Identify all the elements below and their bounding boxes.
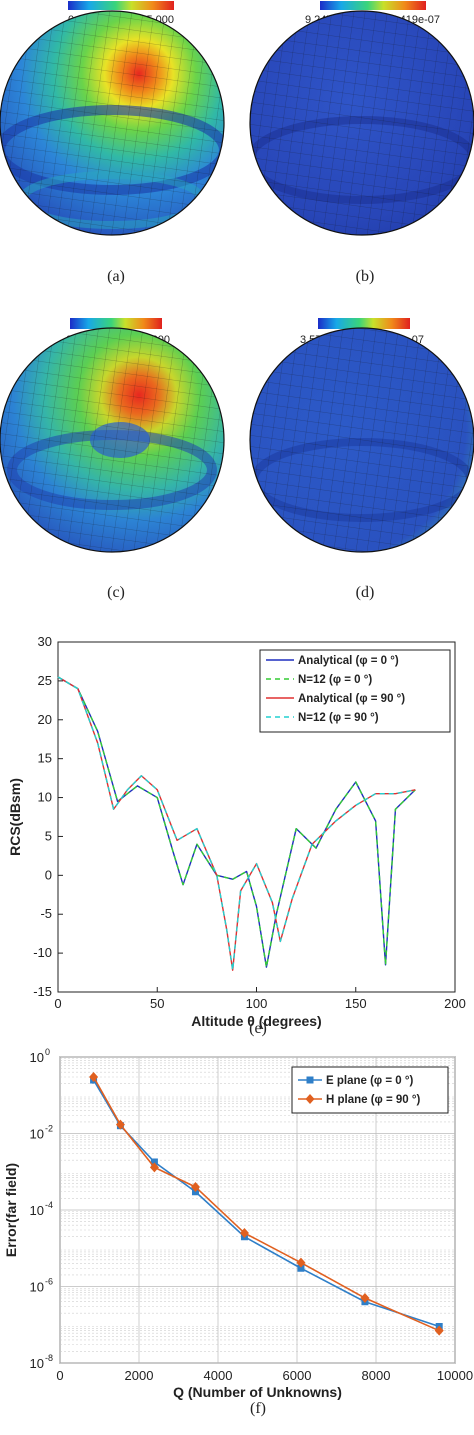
- sphere-a: [0, 10, 225, 236]
- y-axis-label: RCS(dBsm): [7, 778, 23, 856]
- y-tick-label: -10: [33, 945, 52, 960]
- data-point: [89, 1072, 99, 1083]
- x-tick-label: 200: [444, 996, 466, 1011]
- y-tick-label: 15: [38, 751, 52, 766]
- caption-b: (b): [355, 268, 375, 285]
- legend-marker: [306, 1076, 314, 1084]
- series-line: [92, 1076, 440, 1332]
- y-tick-label: 10: [30, 1356, 44, 1371]
- legend-label: N=12 (φ = 90 °): [298, 712, 379, 724]
- series-line: [57, 676, 416, 968]
- legend: [291, 1066, 449, 1114]
- y-tick-label: 10: [30, 1203, 44, 1218]
- caption-a: (a): [107, 268, 125, 285]
- y-tick-exponent: -2: [45, 1124, 53, 1134]
- legend: [259, 649, 451, 733]
- x-tick-label: 0: [54, 996, 61, 1011]
- data-point: [115, 1119, 125, 1130]
- colorbar-d: [318, 318, 410, 329]
- x-tick-label: 2000: [125, 1368, 154, 1383]
- caption-d: (d): [355, 584, 375, 601]
- sphere-figure: 0.000 5.000 9.247e-09 7.419e-07 0.000 3.…: [0, 1, 474, 553]
- y-tick-label: 25: [38, 673, 52, 688]
- data-point: [297, 1264, 305, 1272]
- x-axis-label: Q (Number of Unknowns): [173, 1384, 342, 1400]
- y-tick-exponent: -4: [45, 1200, 53, 1210]
- series-line: [57, 676, 416, 971]
- y-tick-label: 10: [30, 1127, 44, 1142]
- x-tick-label: 10000: [437, 1368, 473, 1383]
- caption-c: (c): [107, 584, 125, 601]
- y-tick-label: 30: [38, 634, 52, 649]
- x-tick-label: 150: [345, 996, 367, 1011]
- y-tick-exponent: -8: [45, 1353, 53, 1363]
- colorbar-b: [320, 1, 426, 10]
- y-tick-label: 10: [30, 1050, 44, 1065]
- x-tick-label: 100: [246, 996, 268, 1011]
- legend-marker: [305, 1094, 315, 1104]
- x-tick-label: 8000: [362, 1368, 391, 1383]
- legend-label: E plane (φ = 0 °): [326, 1075, 413, 1087]
- sphere-d: [249, 327, 474, 553]
- y-tick-label: -5: [40, 906, 52, 921]
- data-point: [360, 1293, 370, 1304]
- caption-f: (f): [250, 1400, 266, 1417]
- x-tick-label: 4000: [204, 1368, 233, 1383]
- y-tick-label: 5: [45, 828, 52, 843]
- x-tick-label: 0: [56, 1368, 63, 1383]
- sphere-c: [0, 327, 225, 553]
- y-tick-label: -15: [33, 984, 52, 999]
- y-tick-exponent: 0: [45, 1047, 50, 1057]
- data-point: [150, 1158, 158, 1166]
- colorbar-c: [70, 318, 162, 329]
- x-tick-label: 50: [150, 996, 164, 1011]
- caption-e: (e): [249, 1020, 267, 1037]
- rcs-chart: 0 50 100 150 200 -15 -10 -5 0 5 10 15 20 25 30 Altitude…: [7, 634, 466, 1029]
- legend-label: H plane (φ = 90 °): [326, 1094, 420, 1106]
- y-tick-label: 0: [45, 867, 52, 882]
- y-axis-label: Error(far field): [3, 1163, 19, 1257]
- legend-label: Analytical (φ = 90 °): [298, 693, 405, 705]
- y-tick-label: 10: [30, 1280, 44, 1295]
- y-tick-label: 20: [38, 712, 52, 727]
- legend-label: Analytical (φ = 0 °): [298, 655, 399, 667]
- y-tick-exponent: -6: [45, 1277, 53, 1287]
- data-point: [239, 1228, 249, 1239]
- x-axis-label: Altitude θ (degrees): [191, 1013, 321, 1029]
- data-point: [149, 1162, 159, 1173]
- sphere-b: [249, 10, 474, 236]
- y-tick-label: 10: [38, 790, 52, 805]
- data-point: [434, 1325, 444, 1336]
- legend-label: N=12 (φ = 0 °): [298, 674, 372, 686]
- data-point: [190, 1181, 200, 1192]
- x-tick-label: 6000: [283, 1368, 312, 1383]
- data-point: [296, 1257, 306, 1268]
- colorbar-a: [68, 1, 174, 10]
